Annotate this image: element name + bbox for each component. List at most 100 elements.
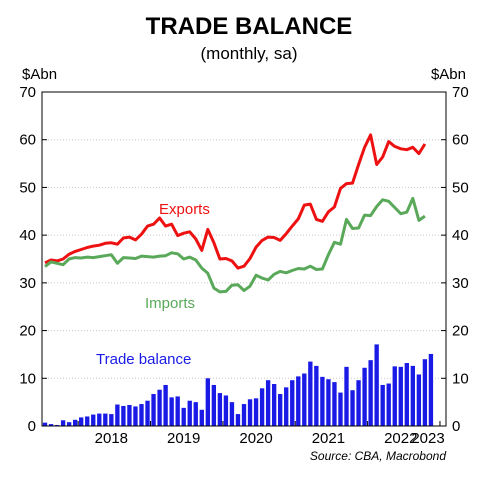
y-tick-label-left: 40 bbox=[19, 227, 36, 244]
exports-label: Exports bbox=[159, 201, 210, 218]
y-tick-label-right: 0 bbox=[452, 418, 460, 435]
trade-balance-bar bbox=[91, 414, 96, 426]
y-axis-right: 0 10 20 30 40 50 60 70 bbox=[441, 84, 469, 435]
y-tick-label-left: 0 bbox=[28, 418, 36, 435]
trade-balance-bar bbox=[127, 405, 132, 426]
trade-balance-bar bbox=[404, 363, 409, 426]
trade-balance-bar bbox=[422, 359, 428, 426]
trade-balance-bar bbox=[121, 405, 126, 426]
trade-balance-bar bbox=[175, 396, 180, 426]
y-axis-left: 0 10 20 30 40 50 60 70 bbox=[19, 84, 47, 435]
trade-balance-bar bbox=[163, 384, 168, 426]
trade-balance-bar bbox=[223, 395, 229, 426]
x-tick-label: 2023 bbox=[411, 430, 444, 447]
trade-balance-label: Trade balance bbox=[96, 351, 191, 368]
trade-balance-bar bbox=[211, 384, 217, 426]
y-tick-label-right: 60 bbox=[452, 132, 469, 149]
y-tick-label-left: 10 bbox=[19, 370, 36, 387]
trade-balance-bar bbox=[386, 383, 391, 426]
trade-balance-bar bbox=[85, 416, 90, 426]
trade-balance-bar bbox=[428, 353, 434, 426]
trade-balance-bar bbox=[368, 360, 373, 426]
trade-balance-bar bbox=[187, 400, 192, 426]
trade-balance-bar bbox=[344, 366, 349, 426]
y-axis-unit-right: $Abn bbox=[431, 66, 466, 83]
exports-line bbox=[44, 133, 427, 270]
trade-balance-bar bbox=[392, 366, 397, 426]
trade-balance-bar bbox=[326, 379, 331, 426]
trade-balance-bar bbox=[374, 344, 379, 426]
trade-balance-bar bbox=[42, 422, 48, 426]
trade-balance-bar bbox=[265, 380, 271, 426]
trade-balance-bar bbox=[169, 397, 174, 426]
trade-balance-bar bbox=[271, 384, 277, 426]
trade-balance-bar bbox=[253, 398, 259, 426]
y-tick-label-left: 20 bbox=[19, 323, 36, 340]
y-tick-label-left: 30 bbox=[19, 275, 36, 292]
trade-balance-bar bbox=[302, 373, 307, 426]
trade-balance-bar bbox=[157, 389, 162, 426]
trade-balance-bars bbox=[42, 344, 434, 426]
trade-balance-bar bbox=[410, 365, 416, 426]
trade-balance-bar bbox=[79, 417, 84, 426]
trade-balance-bar bbox=[139, 404, 144, 426]
trade-balance-bar bbox=[66, 422, 72, 426]
gridlines bbox=[42, 139, 446, 379]
trade-balance-bar bbox=[145, 400, 150, 426]
trade-balance-bar bbox=[181, 407, 186, 426]
trade-balance-bar bbox=[296, 376, 301, 426]
x-tick-label: 2018 bbox=[95, 430, 128, 447]
trade-balance-bar bbox=[115, 404, 120, 426]
y-tick-label-right: 10 bbox=[452, 370, 469, 387]
trade-balance-bar bbox=[247, 399, 253, 426]
chart-title: TRADE BALANCE bbox=[146, 13, 353, 40]
trade-balance-bar bbox=[72, 419, 78, 426]
trade-balance-bar bbox=[259, 388, 265, 426]
trade-balance-bar bbox=[362, 367, 367, 426]
trade-balance-bar bbox=[290, 380, 295, 426]
imports-line bbox=[44, 196, 426, 294]
y-tick-label-right: 30 bbox=[452, 275, 469, 292]
x-tick-label: 2020 bbox=[239, 430, 272, 447]
trade-balance-bar bbox=[320, 376, 325, 426]
chart-subtitle: (monthly, sa) bbox=[201, 44, 298, 63]
trade-balance-bar bbox=[241, 404, 247, 426]
trade-balance-bar bbox=[356, 380, 361, 426]
x-tick-label: 2021 bbox=[312, 430, 345, 447]
trade-balance-bar bbox=[398, 366, 403, 426]
trade-balance-bar bbox=[284, 387, 289, 426]
trade-balance-bar bbox=[308, 361, 313, 426]
series-lines bbox=[44, 133, 427, 294]
trade-balance-bar bbox=[314, 365, 319, 426]
y-axis-unit-left: $Abn bbox=[22, 66, 57, 83]
x-tick-label: 2019 bbox=[167, 430, 200, 447]
trade-balance-bar bbox=[229, 402, 235, 426]
trade-balance-bar bbox=[217, 393, 223, 426]
trade-balance-bar bbox=[338, 392, 343, 426]
trade-balance-bar bbox=[350, 390, 355, 426]
trade-balance-bar bbox=[205, 378, 210, 426]
trade-balance-bar bbox=[60, 420, 66, 426]
trade-balance-bar bbox=[199, 409, 204, 426]
trade-balance-bar bbox=[193, 402, 198, 426]
imports-label: Imports bbox=[145, 295, 195, 312]
source-note: Source: CBA, Macrobond bbox=[310, 449, 446, 463]
trade-balance-bar bbox=[133, 406, 138, 426]
trade-balance-bar bbox=[48, 424, 54, 426]
trade-balance-bar bbox=[109, 414, 114, 426]
trade-balance-bar bbox=[332, 382, 337, 426]
y-tick-label-right: 40 bbox=[452, 227, 469, 244]
y-tick-label-left: 70 bbox=[19, 84, 36, 101]
trade-balance-bar bbox=[235, 414, 241, 426]
trade-balance-bar bbox=[380, 384, 385, 426]
plot-frame bbox=[41, 91, 447, 427]
x-tick-label: 2022 bbox=[384, 430, 417, 447]
trade-balance-bar bbox=[416, 374, 422, 426]
trade-balance-bar bbox=[151, 394, 156, 426]
y-tick-label-right: 70 bbox=[452, 84, 469, 101]
trade-balance-bar bbox=[278, 394, 283, 426]
trade-balance-bar bbox=[97, 413, 102, 426]
y-tick-label-right: 20 bbox=[452, 323, 469, 340]
